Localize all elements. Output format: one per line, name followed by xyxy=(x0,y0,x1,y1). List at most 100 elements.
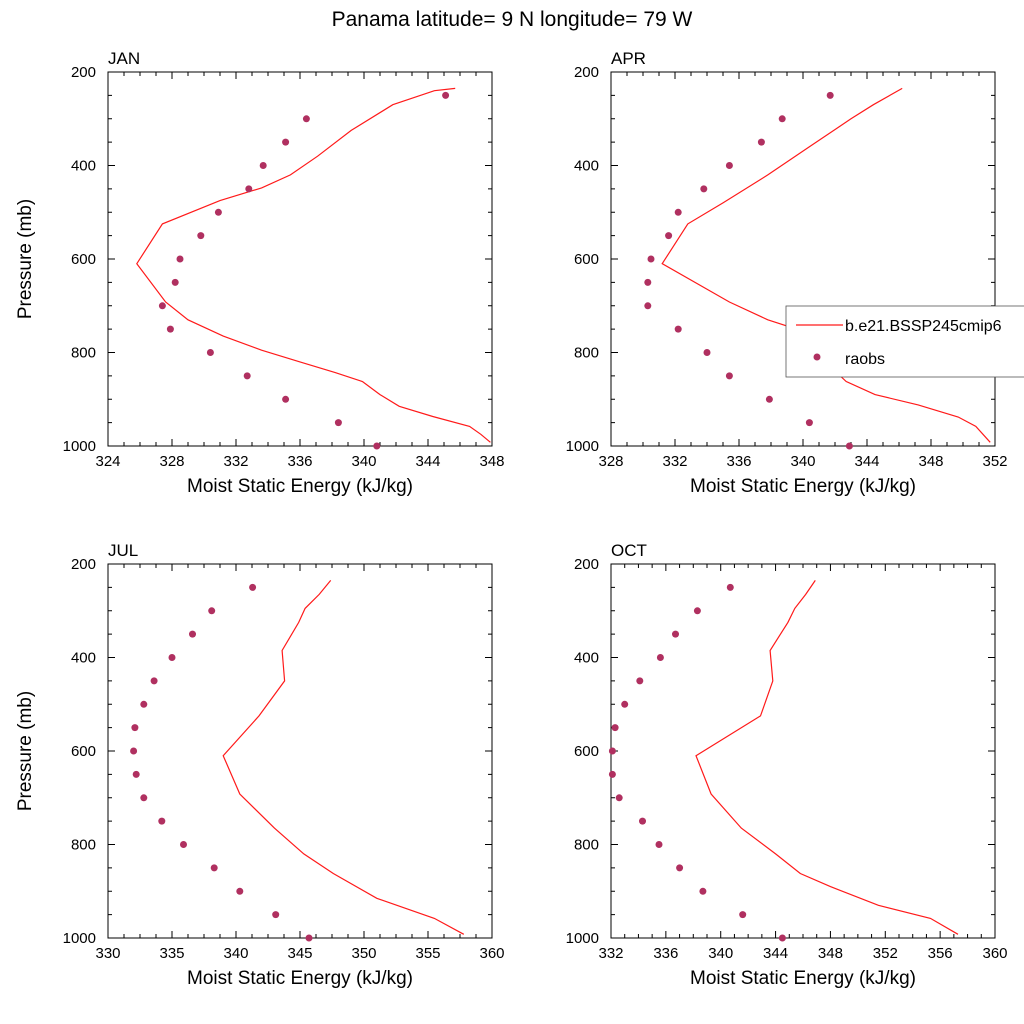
x-tick-label: 336 xyxy=(287,453,312,470)
series-point-raobs xyxy=(674,325,682,333)
series-point-raobs xyxy=(166,325,174,333)
series-point-raobs xyxy=(765,395,773,403)
panel-title-jul: JUL xyxy=(108,541,138,560)
legend-dot-marker xyxy=(813,353,821,361)
x-tick-label: 344 xyxy=(415,453,440,470)
series-point-raobs xyxy=(608,747,616,755)
series-line-model xyxy=(222,580,465,935)
y-tick-label: 800 xyxy=(71,345,96,362)
y-tick-label: 1000 xyxy=(63,438,96,455)
series-point-raobs xyxy=(778,934,786,942)
series-point-raobs xyxy=(726,583,734,591)
y-tick-label: 400 xyxy=(71,650,96,667)
series-point-raobs xyxy=(672,630,679,638)
series-point-raobs xyxy=(739,911,747,919)
series-point-raobs xyxy=(647,255,655,263)
x-tick-label: 350 xyxy=(351,945,376,962)
series-point-raobs xyxy=(302,115,310,123)
series-point-raobs xyxy=(158,817,166,825)
series-point-raobs xyxy=(442,91,450,99)
x-axis-label: Moist Static Energy (kJ/kg) xyxy=(187,968,413,989)
x-tick-label: 340 xyxy=(790,453,815,470)
series-point-raobs xyxy=(206,349,214,356)
x-tick-label: 324 xyxy=(95,453,120,470)
y-tick-label: 1000 xyxy=(566,930,599,947)
plot-frame-oct xyxy=(610,563,996,939)
series-point-raobs xyxy=(778,115,786,123)
y-tick-label: 200 xyxy=(71,64,96,81)
series-point-raobs xyxy=(282,395,290,403)
panels: JAN 324 328 332 336 340 344 348 200 400 600 800 1000… xyxy=(15,49,1008,989)
x-tick-label: 352 xyxy=(982,453,1007,470)
x-tick-label: 336 xyxy=(726,453,751,470)
x-tick-label: 332 xyxy=(598,945,623,962)
y-axis-label: Pressure (mb) xyxy=(15,691,36,811)
x-axis-label: Moist Static Energy (kJ/kg) xyxy=(187,476,413,497)
series-point-raobs xyxy=(249,583,257,591)
x-tick-label: 344 xyxy=(854,453,879,470)
x-tick-label: 340 xyxy=(351,453,376,470)
series-point-raobs xyxy=(236,887,244,895)
series-line-model xyxy=(695,580,959,935)
y-axis-label: Pressure (mb) xyxy=(15,199,36,319)
panel-title-apr: APR xyxy=(611,49,646,68)
series-point-raobs xyxy=(725,372,733,380)
series-point-raobs xyxy=(132,770,140,778)
series-point-raobs xyxy=(636,677,644,685)
series-point-raobs xyxy=(757,138,765,146)
y-tick-label: 200 xyxy=(574,556,599,573)
x-tick-label: 348 xyxy=(479,453,504,470)
series-point-raobs xyxy=(621,700,629,708)
panel-title-jan: JAN xyxy=(108,49,140,68)
series-point-raobs xyxy=(725,162,733,169)
x-tick-label: 348 xyxy=(918,453,943,470)
y-tick-label: 400 xyxy=(71,158,96,175)
x-axis-label: Moist Static Energy (kJ/kg) xyxy=(690,968,916,989)
series-point-raobs xyxy=(644,278,652,286)
series-point-raobs xyxy=(608,770,616,778)
series-point-raobs xyxy=(171,278,179,286)
x-tick-label: 336 xyxy=(653,945,678,962)
series-point-raobs xyxy=(656,654,664,661)
series-point-raobs xyxy=(150,677,158,685)
series-point-raobs xyxy=(373,442,381,450)
x-tick-label: 328 xyxy=(159,453,184,470)
series-point-raobs xyxy=(140,700,148,708)
y-tick-label: 600 xyxy=(71,251,96,268)
series-point-raobs xyxy=(208,607,216,615)
x-tick-label: 335 xyxy=(159,945,184,962)
series-point-raobs xyxy=(214,208,222,216)
panel-jan: JAN 324 328 332 336 340 344 348 200 400 600 800 1000… xyxy=(15,49,505,497)
x-tick-label: 340 xyxy=(708,945,733,962)
series-point-raobs xyxy=(703,349,711,356)
series-point-raobs xyxy=(176,255,184,263)
series-point-raobs xyxy=(611,724,619,732)
series-line-model xyxy=(136,87,491,443)
series-point-raobs xyxy=(210,864,218,872)
y-tick-label: 600 xyxy=(71,743,96,760)
series-point-raobs xyxy=(272,911,280,919)
series-point-raobs xyxy=(245,185,253,193)
legend-label-model: b.e21.BSSP245cmip6 xyxy=(845,318,1002,335)
series-point-raobs xyxy=(130,747,138,755)
y-tick-label: 400 xyxy=(574,158,599,175)
x-tick-label: 332 xyxy=(662,453,687,470)
y-tick-label: 1000 xyxy=(63,930,96,947)
legend-label-obs: raobs xyxy=(845,351,885,368)
x-tick-label: 348 xyxy=(818,945,843,962)
panel-title-oct: OCT xyxy=(611,541,647,560)
x-tick-label: 332 xyxy=(223,453,248,470)
x-tick-label: 345 xyxy=(287,945,312,962)
figure-title: Panama latitude= 9 N longitude= 79 W xyxy=(332,8,693,31)
y-tick-label: 600 xyxy=(574,251,599,268)
series-point-raobs xyxy=(699,887,707,895)
series-point-raobs xyxy=(305,934,313,942)
x-tick-label: 356 xyxy=(928,945,953,962)
x-tick-label: 360 xyxy=(982,945,1007,962)
series-line-model xyxy=(661,87,991,443)
y-tick-label: 800 xyxy=(71,837,96,854)
series-point-raobs xyxy=(644,302,652,310)
series-point-raobs xyxy=(158,302,166,310)
series-point-raobs xyxy=(197,232,205,240)
